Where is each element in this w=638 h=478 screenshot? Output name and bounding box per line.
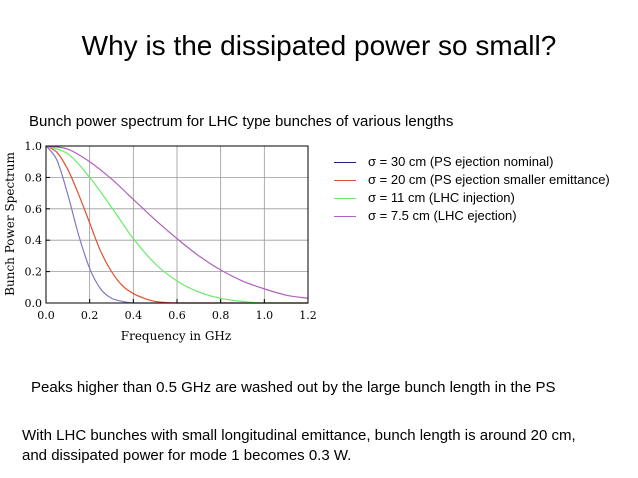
legend-label: σ = 7.5 cm (LHC ejection) bbox=[368, 208, 517, 223]
x-tick-label: 1.2 bbox=[299, 309, 317, 322]
legend-label: σ = 20 cm (PS ejection smaller emittance… bbox=[368, 172, 610, 187]
x-tick-label: 0.8 bbox=[212, 309, 230, 322]
x-tick-label: 1.0 bbox=[256, 309, 274, 322]
note-emittance: With LHC bunches with small longitudinal… bbox=[22, 426, 622, 466]
legend-swatch bbox=[334, 162, 356, 163]
note-emittance-line-1: With LHC bunches with small longitudinal… bbox=[22, 427, 576, 444]
slide-subtitle: Bunch power spectrum for LHC type bunche… bbox=[29, 113, 454, 130]
y-tick-label: 0.4 bbox=[25, 234, 43, 247]
y-tick-label: 0.2 bbox=[25, 266, 43, 279]
x-tick-label: 0.6 bbox=[168, 309, 186, 322]
x-tick-label: 0.2 bbox=[81, 309, 99, 322]
series-line-4 bbox=[45, 145, 309, 299]
x-tick-label: 0.4 bbox=[125, 309, 143, 322]
legend-label: σ = 30 cm (PS ejection nominal) bbox=[368, 154, 554, 169]
legend-swatch bbox=[334, 216, 356, 217]
y-axis-label: Bunch Power Spectrum bbox=[3, 152, 17, 296]
slide-title: Why is the dissipated power so small? bbox=[81, 30, 557, 61]
legend-swatch bbox=[334, 180, 356, 181]
legend-swatch bbox=[334, 198, 356, 199]
grid-lines bbox=[45, 145, 309, 304]
x-tick-label: 0.0 bbox=[37, 309, 55, 322]
y-tick-label: 0.0 bbox=[25, 297, 43, 310]
note-peaks: Peaks higher than 0.5 GHz are washed out… bbox=[31, 379, 556, 396]
x-axis-label: Frequency in GHz bbox=[121, 329, 231, 343]
y-tick-label: 0.6 bbox=[25, 203, 43, 216]
legend-label: σ = 11 cm (LHC injection) bbox=[368, 190, 515, 205]
y-tick-label: 0.8 bbox=[25, 171, 43, 184]
series-line-3 bbox=[45, 145, 308, 304]
axis-ticks: 0.0 0.2 0.4 0.6 0.8 1.0 1.2 0.0 0.2 0.4 0.6 0.8 1.0 bbox=[25, 140, 317, 322]
y-tick-label: 1.0 bbox=[25, 140, 43, 153]
note-emittance-line-2: and dissipated power for mode 1 becomes … bbox=[22, 447, 352, 464]
